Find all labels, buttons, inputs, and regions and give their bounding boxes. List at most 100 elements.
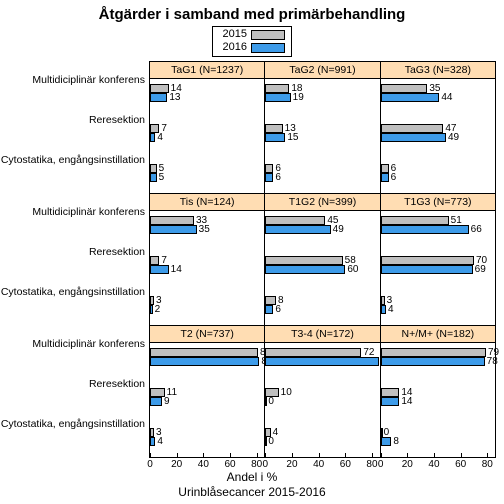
legend-swatch [251, 30, 285, 40]
legend: 20152016 [212, 26, 292, 57]
bars-area: 14137455 [150, 78, 264, 193]
bars-area: 333571432 [150, 210, 264, 325]
legend-row: 2015 [219, 28, 285, 41]
bar-2016 [381, 93, 440, 102]
panel-title: Tis (N=124) [150, 194, 264, 211]
x-axis-label: Andel i % [0, 470, 504, 484]
bar-2015 [150, 296, 154, 305]
bar-group: 1413 [150, 84, 264, 108]
bar-value-label: 69 [475, 265, 486, 274]
bar-value-label: 4 [157, 133, 163, 142]
panel: T1G3 (N=773)5166706934 [380, 193, 496, 326]
bar-2015 [265, 256, 342, 265]
bar-value-label: 2 [155, 305, 161, 314]
bar-2016 [265, 265, 345, 274]
category-label: Multidiciplinär konferens [32, 338, 145, 350]
bar-2016 [265, 305, 273, 314]
bars-area: 1819 1315 66 [265, 78, 379, 193]
bar-2016 [150, 397, 162, 406]
x-tick-label: 80 [366, 459, 377, 470]
panel: T1G2 (N=399)4549586086 [264, 193, 380, 326]
bar-2016 [150, 173, 157, 182]
bar-2016 [381, 397, 400, 406]
panel: Tis (N=124)333571432 [149, 193, 265, 326]
bars-area: 3544474966 [381, 78, 495, 193]
bar-group: 51 66 [381, 216, 495, 240]
panel-title: T1G3 (N=773) [381, 194, 495, 211]
bar-2015 [381, 256, 474, 265]
bar-2015 [150, 348, 258, 357]
category-label: Multidiciplinär konferens [32, 74, 145, 86]
category-label: Multidiciplinär konferens [32, 206, 145, 218]
bar-2016 [381, 133, 446, 142]
x-tick-label: 40 [198, 459, 209, 470]
legend-label: 2016 [219, 41, 251, 54]
bar-group: 74 [150, 124, 264, 148]
bar-value-label: 9 [164, 397, 170, 406]
bar-2015 [381, 84, 428, 93]
bar-value-label: 35 [429, 84, 440, 93]
bar-value-label: 78 [487, 357, 498, 366]
bars-area: 7978141408 [381, 342, 495, 457]
x-tick-label: 0 [263, 459, 269, 470]
bar-group: 1819 [265, 84, 379, 108]
bar-2016 [265, 133, 285, 142]
x-axis-sublabel: Urinblåsecancer 2015-2016 [0, 485, 504, 499]
bar-2016 [265, 357, 378, 366]
bar-2016 [150, 225, 197, 234]
bar-2016 [265, 397, 267, 406]
bar-value-label: 14 [401, 397, 412, 406]
x-tick-label: 60 [455, 459, 466, 470]
bar-group: 08 [381, 428, 495, 452]
bar-group: 3544 [381, 84, 495, 108]
bar-group: 40 [265, 428, 379, 452]
bar-group: 7285 [265, 348, 379, 372]
bar-group: 4549 [265, 216, 379, 240]
x-tick-label: 60 [340, 459, 351, 470]
category-label: Reresektion [89, 114, 145, 126]
bar-2015 [381, 164, 389, 173]
legend-row: 2016 [219, 41, 285, 54]
bar-group: 7069 [381, 256, 495, 280]
panel-title: TaG2 (N=991) [265, 62, 379, 79]
bar-2015 [150, 216, 194, 225]
bar-2015 [265, 348, 361, 357]
bar-2015 [381, 124, 444, 133]
bar-value-label: 49 [333, 225, 344, 234]
bar-value-label: 6 [391, 173, 397, 182]
panel-title: N+/M+ (N=182) [381, 326, 495, 343]
bar-value-label: 8 [393, 437, 399, 446]
y-axis-labels: Multidiciplinär konferens Reresektion Cyto… [0, 62, 149, 458]
bar-2015 [150, 164, 157, 173]
bar-2015 [265, 164, 273, 173]
bar-2016 [381, 437, 392, 446]
category-label: Reresektion [89, 378, 145, 390]
bar-value-label: 5 [159, 173, 165, 182]
panel-title: TaG3 (N=328) [381, 62, 495, 79]
bar-group: 32 [150, 296, 264, 320]
bar-2015 [381, 428, 383, 437]
bar-value-label: 66 [471, 225, 482, 234]
bar-value-label: 72 [363, 348, 374, 357]
x-ticks: 020406080 [150, 457, 264, 471]
category-label: Cytostatika, engångsinstillation [1, 418, 145, 430]
bar-value-label: 13 [169, 93, 180, 102]
bar-value-label: 15 [287, 133, 298, 142]
chart-title: Åtgärder i samband med primärbehandling [0, 0, 504, 23]
bar-group: 66 [265, 164, 379, 188]
bar-group: 119 [150, 388, 264, 412]
bar-value-label: 7 [161, 256, 167, 265]
bar-value-label: 60 [347, 265, 358, 274]
panel: TaG1 (N=1237)14137455 [149, 61, 265, 194]
panel-title: TaG1 (N=1237) [150, 62, 264, 79]
bar-value-label: 6 [275, 173, 281, 182]
bar-2016 [381, 265, 473, 274]
panel-title: T1G2 (N=399) [265, 194, 379, 211]
panel: N+/M+ (N=182)7978141408020406080 [380, 325, 496, 458]
x-tick-label: 20 [402, 459, 413, 470]
bar-group: 1315 [265, 124, 379, 148]
bar-2015 [381, 216, 449, 225]
panel: T2 (N=737)818211934020406080 [149, 325, 265, 458]
category-label: Reresektion [89, 246, 145, 258]
bar-value-label: 51 [451, 216, 462, 225]
